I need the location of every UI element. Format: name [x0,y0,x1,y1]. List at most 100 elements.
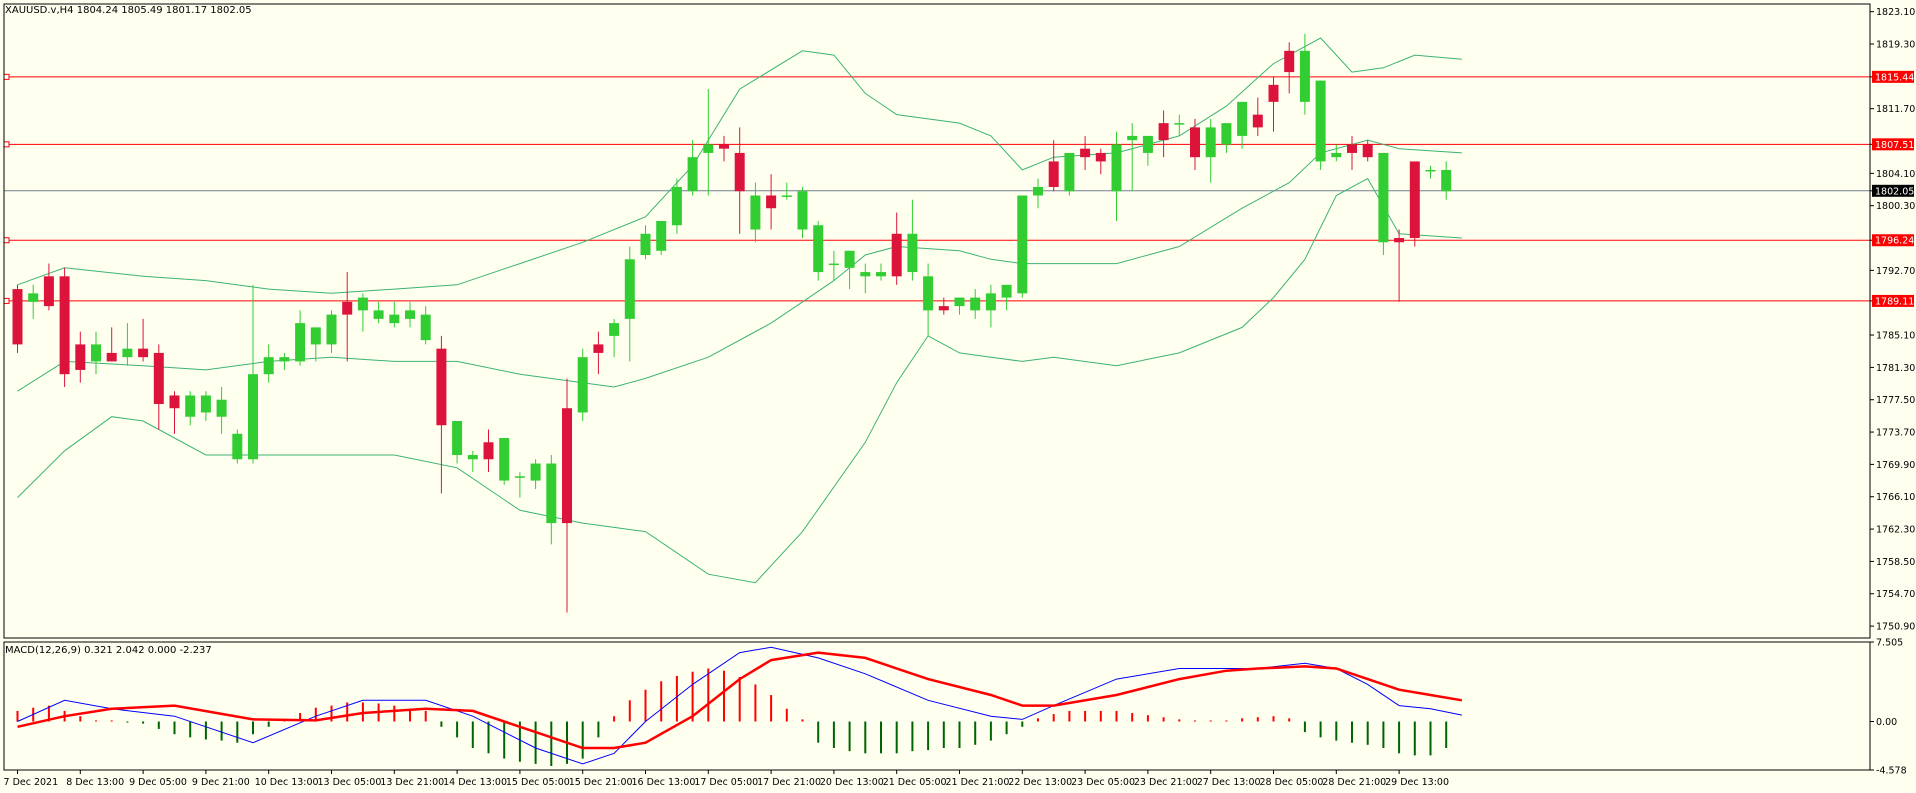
bull-candle [28,293,39,302]
time-tick-label: 27 Dec 13:00 [1197,777,1261,788]
level-price-label: 1807.51 [1875,140,1914,151]
bear-candle [1268,84,1279,102]
price-tick-label: 1754.70 [1876,589,1915,600]
bull-candle [546,463,557,524]
bull-candle [420,314,431,341]
time-tick-label: 9 Dec 05:00 [129,777,187,788]
price-tick-label: 1769.90 [1876,460,1915,471]
time-tick-label: 23 Dec 05:00 [1071,777,1135,788]
macd-main-line [17,646,1462,765]
time-tick-label: 17 Dec 05:00 [694,777,758,788]
bear-candle [169,395,180,409]
bear-candle [1347,144,1357,153]
bull-candle [1331,152,1342,158]
bear-candle [1080,148,1091,158]
time-tick-label: 7 Dec 2021 [4,777,59,788]
bull-candle [985,293,996,311]
macd-signal-line [17,651,1463,750]
time-tick-label: 15 Dec 21:00 [569,777,633,788]
bull-candle [263,357,274,375]
bear-candle [891,233,902,277]
bear-candle [342,301,353,315]
bear-candle [75,344,86,370]
bull-candle [452,420,463,456]
bull-candle [185,395,196,417]
bull-candle [357,297,368,311]
bear-candle [43,276,54,307]
bull-candle [1033,186,1043,196]
time-tick-label: 8 Dec 13:00 [66,777,124,788]
bear-candle [106,352,117,362]
level-price-label: 1796.24 [1875,236,1914,247]
bull-candle [703,144,714,153]
bollinger-middle-band [17,139,1462,392]
bear-candle [562,408,572,524]
level-price-label: 1815.44 [1875,72,1914,83]
bull-candle [499,438,510,481]
price-tick-label: 1785.10 [1876,331,1915,342]
macd-tick-label: 7.505 [1876,638,1903,649]
bull-candle [1315,80,1326,162]
level-anchor-handle [3,297,10,304]
bull-candle [797,191,808,230]
level-price-badge [1872,138,1914,151]
bull-candle [609,323,620,336]
price-panel[interactable] [3,33,1870,613]
macd-tick-label: -4.578 [1876,766,1907,777]
level-anchor-handle [3,73,10,80]
current-price-label: 1802.05 [1875,186,1914,197]
level-anchor-handle [3,237,10,244]
axes: 1823.10 1819.30 1811.70 1804.10 1800.30 1792.… [3,3,1915,788]
bull-candle [1205,127,1216,158]
bollinger-lower-band [17,177,1462,584]
bull-candle [216,399,227,417]
bull-candle [389,314,400,324]
bull-candle [656,221,667,251]
time-tick-label: 29 Dec 13:00 [1385,777,1449,788]
bull-candle [1111,144,1122,192]
bull-candle [1299,50,1310,102]
bull-candle [373,310,384,319]
price-tick-label: 1773.70 [1876,428,1915,439]
bear-candle [12,289,23,345]
bull-candle [577,357,588,413]
bear-candle [483,442,494,460]
bull-candle [1441,169,1452,192]
bull-candle [828,263,839,266]
bollinger-upper-band [17,37,1462,294]
bull-candle [1221,123,1232,145]
time-tick-label: 20 Dec 13:00 [820,777,884,788]
price-frame [3,3,1871,639]
price-tick-label: 1777.50 [1876,395,1915,406]
price-tick-label: 1758.50 [1876,557,1915,568]
price-tick-label: 1766.10 [1876,492,1915,503]
bear-candle [436,348,447,426]
bull-candle [530,463,541,481]
bull-candle [279,357,290,362]
bull-candle [970,297,981,311]
level-anchor-handle [3,141,10,148]
price-tick-label: 1804.10 [1876,169,1915,180]
bear-candle [1190,127,1200,158]
bear-candle [1409,161,1420,239]
bull-candle [1001,284,1012,298]
time-tick-label: 10 Dec 13:00 [255,777,319,788]
bull-candle [514,476,525,478]
bull-candle [200,395,211,413]
bear-candle [1158,123,1169,141]
bull-candle [750,195,761,230]
time-tick-label: 13 Dec 05:00 [318,777,382,788]
symbol-header: XAUUSD.v,H4 1804.24 1805.49 1801.17 1802… [5,5,252,16]
level-price-badge [1872,294,1914,307]
bull-candle [1425,169,1436,172]
time-tick-label: 21 Dec 05:00 [883,777,947,788]
macd-panel[interactable] [16,646,1463,766]
bull-candle [326,314,337,345]
bull-candle [624,259,635,319]
time-tick-label: 28 Dec 21:00 [1322,777,1386,788]
bear-candle [1252,114,1263,128]
bull-candle [232,433,243,460]
bull-candle [671,186,682,226]
